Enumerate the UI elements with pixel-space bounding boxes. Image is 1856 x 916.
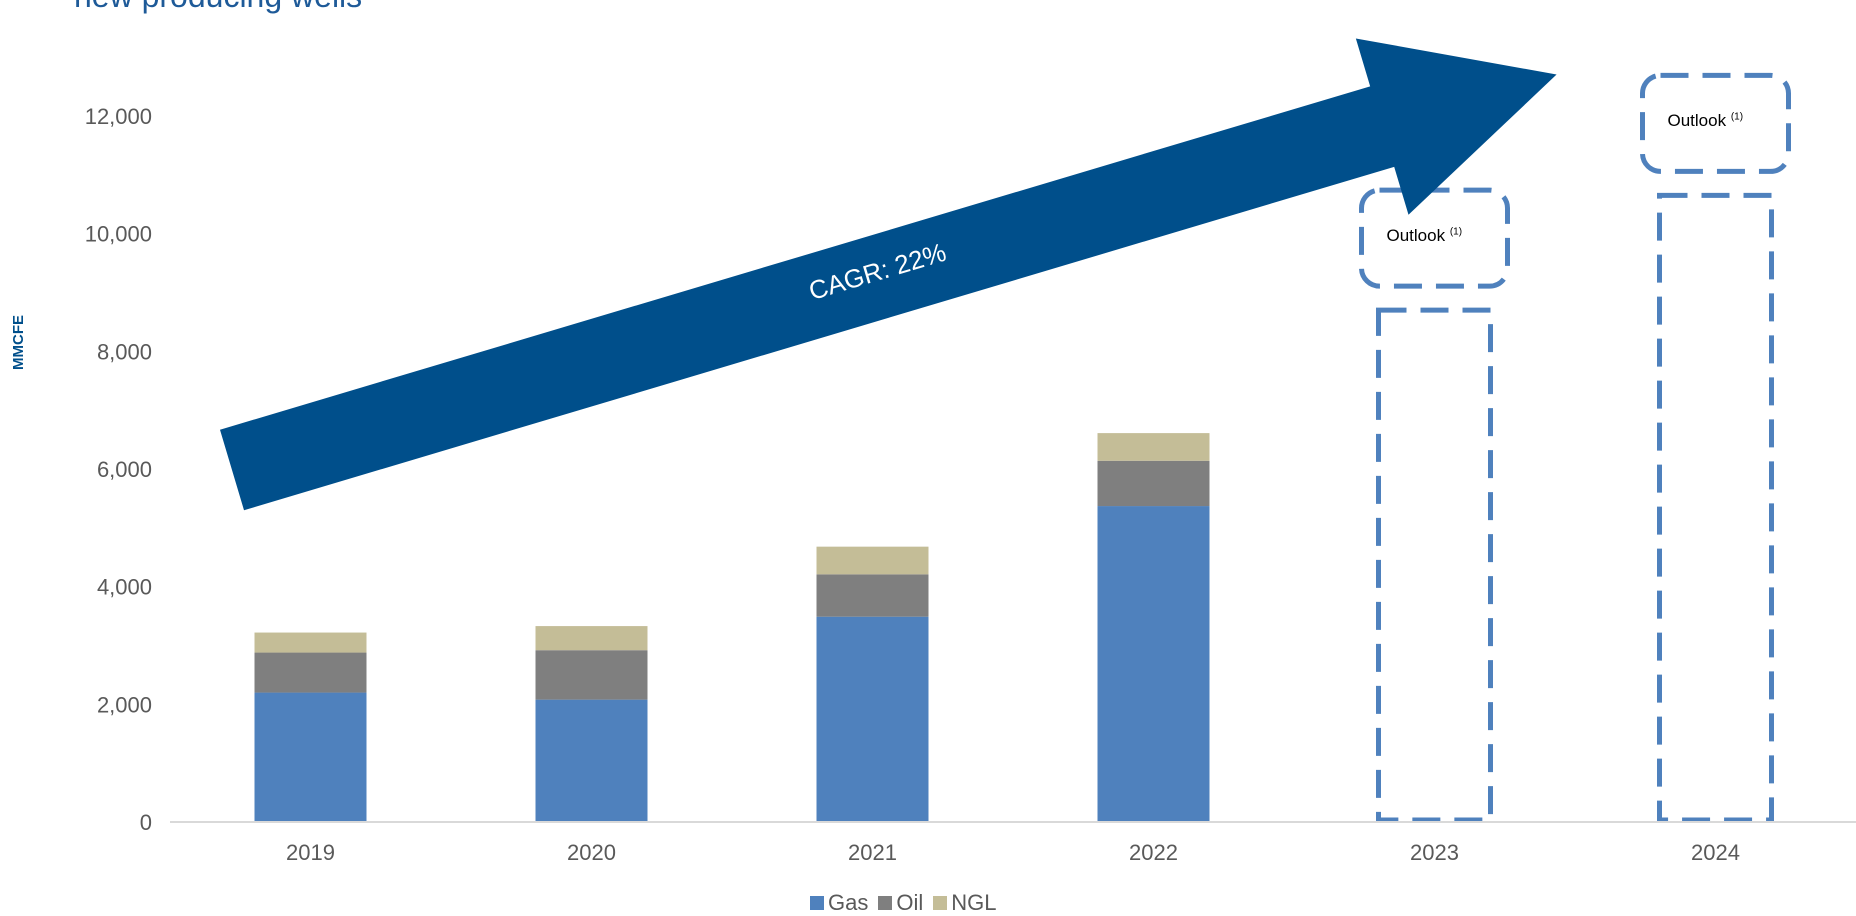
outlook-bar-outline-2024: [1657, 192, 1774, 823]
legend-label-oil: Oil: [896, 890, 924, 915]
outlook-outlines: [1359, 72, 1791, 823]
cagr-arrow-shape: [219, 38, 1557, 511]
outlook-text: Outlook: [1386, 226, 1446, 246]
x-tick-label: 2023: [1410, 840, 1459, 865]
cagr-arrow: CAGR: 22%: [219, 38, 1557, 511]
outlook-text: Outlook: [1667, 111, 1727, 131]
bar-oil-2020: [535, 650, 648, 700]
y-tick-label: 2,000: [97, 692, 152, 717]
bar-gas-2022: [1097, 506, 1210, 822]
bar-series: [254, 433, 1210, 822]
x-tick-label: 2019: [286, 840, 335, 865]
bar-gas-2019: [254, 692, 367, 822]
x-tick-label: 2024: [1691, 840, 1740, 865]
y-tick-label: 4,000: [97, 575, 152, 600]
x-axis: 2019 2020 2021 2022 2023 2024: [170, 821, 1856, 865]
legend-item-oil: Oil: [878, 890, 923, 916]
bar-ngl-2019: [254, 632, 367, 653]
bar-gas-2021: [816, 616, 929, 822]
outlook-label-box-2024: [1640, 72, 1791, 174]
legend-label-gas: Gas: [828, 890, 869, 915]
y-axis: 0 2,000 4,000 6,000 8,000 10,000 12,000: [85, 104, 152, 835]
page-title: new producing wells: [74, 0, 362, 15]
bar-gas-2020: [535, 699, 648, 822]
legend-item-gas: Gas: [810, 890, 868, 916]
y-tick-label: 8,000: [97, 339, 152, 364]
legend: Gas Oil NGL: [810, 890, 997, 916]
y-tick-label: 6,000: [97, 457, 152, 482]
y-tick-label: 0: [140, 810, 152, 835]
legend-swatch-oil: [878, 896, 893, 910]
bar-oil-2019: [254, 652, 367, 693]
legend-swatch-gas: [810, 896, 824, 910]
outlook-footnote: (1): [1730, 111, 1744, 123]
x-tick-label: 2022: [1129, 840, 1178, 865]
outlook-label-2023: Outlook (1): [1387, 226, 1463, 246]
outlook-label-box-2023: [1359, 187, 1510, 289]
bar-ngl-2020: [535, 626, 648, 651]
x-tick-label: 2020: [567, 840, 616, 865]
outlook-label-2024: Outlook (1): [1668, 111, 1744, 131]
bar-oil-2022: [1097, 460, 1210, 507]
legend-swatch-ngl: [933, 896, 948, 910]
bar-ngl-2022: [1097, 433, 1210, 461]
y-axis-label: MMCFE: [10, 315, 27, 370]
bar-ngl-2021: [816, 546, 929, 575]
outlook-footnote: (1): [1449, 226, 1463, 238]
y-tick-label: 10,000: [85, 222, 152, 247]
x-tick-label: 2021: [848, 840, 897, 865]
legend-item-ngl: NGL: [933, 890, 997, 916]
bar-oil-2021: [816, 574, 929, 617]
legend-label-ngl: NGL: [951, 890, 997, 915]
outlook-bar-outline-2023: [1376, 307, 1493, 823]
y-tick-label: 12,000: [85, 104, 152, 129]
